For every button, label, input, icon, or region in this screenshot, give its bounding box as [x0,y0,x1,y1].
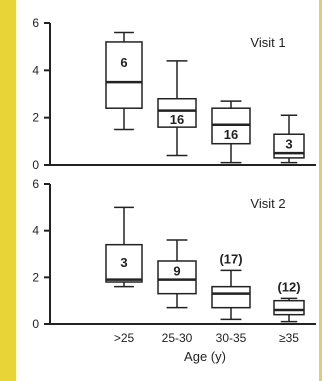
count-label: (12) [277,279,300,294]
count-label: 6 [120,55,127,70]
count-label: 3 [285,137,292,152]
box-iqr [157,260,197,295]
y-tick-label: 6 [32,16,39,30]
x-tick-label: 30-35 [216,331,247,345]
count-label: (17) [219,251,242,266]
count-label: 16 [170,112,184,127]
figure-panel: 0 2 4 6 Visit 1 6 16 16 3 0 2 4 6 Visit 2 3 9 (17) (12) >2… [16,0,319,381]
y-tick-label: 6 [32,177,39,191]
x-tick-label: 25-30 [162,331,193,345]
y-tick-label: 0 [32,317,39,331]
box-iqr [211,285,251,309]
x-tick-label: ≥35 [279,331,299,345]
count-label: 16 [224,127,238,142]
box-plot-figure: 0 2 4 6 Visit 1 6 16 16 3 0 2 4 6 Visit 2 3 9 (17) (12) >2… [32,16,316,364]
y-tick-label: 4 [32,224,39,238]
x-tick-label: >25 [114,331,135,345]
panel-label: Visit 1 [250,35,285,50]
box-iqr [105,41,143,109]
y-tick-label: 0 [32,158,39,172]
box-iqr [157,97,197,128]
x-axis-title: Age (y) [184,349,226,364]
count-label: 9 [173,263,180,278]
y-tick-label: 4 [32,63,39,77]
box-iqr [273,299,305,316]
y-tick-label: 2 [32,111,39,125]
panel-label: Visit 2 [250,196,285,211]
count-label: 3 [120,255,127,270]
box-iqr [105,243,143,283]
y-tick-label: 2 [32,270,39,284]
